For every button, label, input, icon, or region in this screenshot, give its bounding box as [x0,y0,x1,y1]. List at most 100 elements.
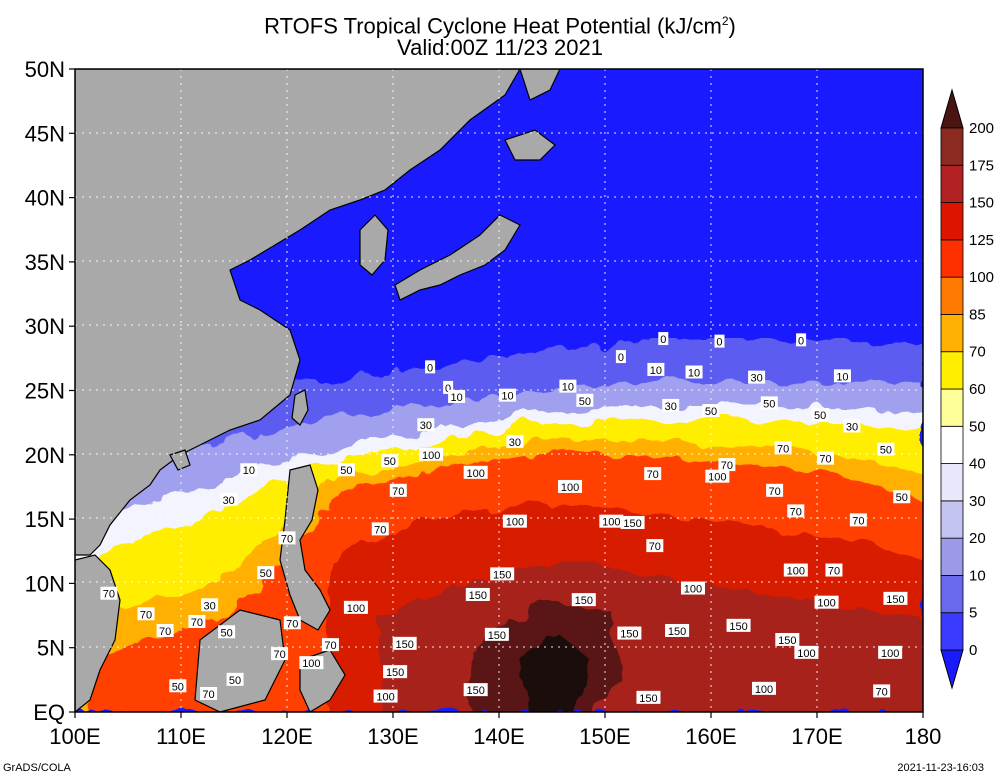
contour-label-box [814,595,839,609]
contour-label: 70 [273,649,285,661]
contour-label: 100 [347,603,365,615]
contour-label-box [646,539,664,553]
contour-label: 50 [896,492,908,504]
title-text: RTOFS Tropical Cyclone Heat Potential (k… [264,13,722,39]
colorbar-top-arrow [940,88,964,129]
contour-label: 10 [562,382,574,394]
colorbar-swatch [940,164,964,203]
contour-label-box [283,616,301,630]
japan-hokkaido [504,129,556,161]
contour-label-box [816,451,834,465]
contour-label: 70 [819,454,831,466]
colorbar-swatch [940,314,964,353]
contour-label-box [218,625,236,639]
x-tick-label: 180 [905,724,942,749]
colorbar-swatch [940,612,964,651]
contour-label-box [100,586,118,600]
contour-label-box [825,563,843,577]
colorbar-label: 40 [969,456,986,473]
contour-label-box [383,665,408,679]
x-tick-label: 150E [579,724,630,749]
contour-label-box [849,513,867,527]
contour-label: 0 [798,335,804,347]
y-tick-label: 5N [37,636,65,661]
colorbar-label: 200 [969,120,994,137]
contour-label-box [200,686,218,700]
y-tick-label: 35N [25,250,65,275]
contour-label-box [685,365,703,379]
contour-label-box [794,645,819,659]
y-tick-label: 25N [25,379,65,404]
contour-label: 10 [650,365,662,377]
colorbar-label: 20 [969,530,986,547]
colorbar-swatch [940,463,964,502]
contour-label-box [615,350,626,364]
contour-label: 50 [384,456,396,468]
asia-mainland [75,69,521,556]
colorbar-swatch [940,276,964,315]
contour-label: 100 [422,450,440,462]
contour-label: 150 [395,639,413,651]
contour-label-box [796,333,807,347]
contour-label: 10 [501,391,513,403]
contour-label-box [220,492,238,506]
grid-lines [75,69,923,712]
contour-label: 10 [688,367,700,379]
y-tick-label: EQ [33,700,65,725]
contour-label-box [463,465,488,479]
contour-label: 100 [797,648,815,660]
contour-label-box [137,607,155,621]
contour-label: 0 [660,334,666,346]
contour-label-box [599,514,624,528]
contour-label-box [559,379,577,393]
x-tick-label: 110E [156,724,206,749]
contour-label-box [299,656,324,670]
contour-label-box [752,681,776,695]
contour-label-box [662,398,680,412]
contour-label-box [373,689,398,703]
colorbar-swatch [940,351,964,390]
contour-label-box [506,434,524,448]
y-tick-label: 50N [25,57,65,82]
contour-label-box [484,627,509,641]
contour-label: 150 [668,626,686,638]
contour-label: 30 [750,373,762,385]
contour-label: 100 [302,658,320,670]
contour-label: 150 [886,594,904,606]
contour-label: 70 [790,506,802,518]
contour-label: 70 [721,460,733,472]
contour-label-box [760,396,778,410]
contour-label-box [169,679,187,693]
contour-label: 70 [647,469,659,481]
contour-label-box [714,334,725,348]
contour-label: 70 [191,617,203,629]
colorbar-swatch [940,575,964,614]
x-tick-label: 160E [685,724,736,749]
contour-label: 0 [716,337,722,349]
contour-label-box [873,684,891,698]
contour-label-box [644,467,662,481]
colorbar-swatch [940,202,964,241]
hainan [169,449,191,471]
contour-label: 50 [220,627,232,639]
contour-label-box [636,690,661,704]
contour-label: 30 [420,420,432,432]
contour-label-box [502,514,527,528]
contour-label-box [833,369,851,383]
contour-label-box [425,360,436,374]
colorbar-swatch [940,425,964,464]
contour-label: 150 [575,595,593,607]
contour-label-box [337,463,355,477]
contour-label: 30 [509,437,521,449]
contour-label: 70 [103,589,115,601]
footer-timestamp: 2021-11-23-16:03 [897,762,984,774]
contour-label: 70 [324,640,336,652]
y-tick-label: 40N [25,186,65,211]
y-tick-label: 10N [25,571,65,596]
contour-label: 50 [880,445,892,457]
contour-label-box [257,566,275,580]
japan-honshu [394,214,521,301]
colorbar-swatch [940,127,964,166]
contour-label: 70 [202,689,214,701]
